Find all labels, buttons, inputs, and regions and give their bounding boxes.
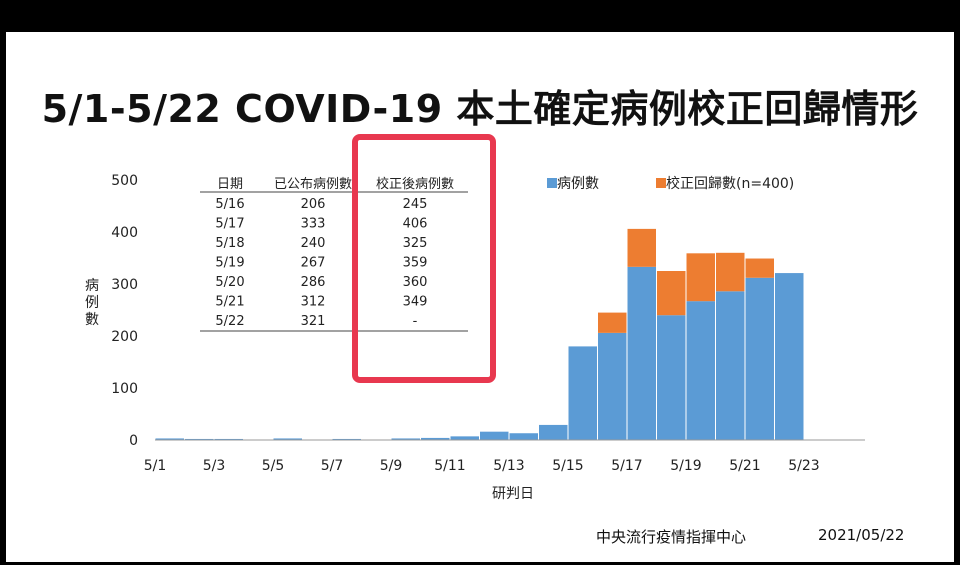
legend: 病例數 校正回歸數(n=400) <box>547 175 794 192</box>
bar-cases-5/11 <box>450 436 479 440</box>
table-cell: 321 <box>301 314 326 329</box>
table-cell: 5/21 <box>215 295 244 310</box>
bar-cases-5/18 <box>657 315 686 440</box>
bar-cases-5/15 <box>568 346 597 440</box>
table-header-cell: 已公布病例數 <box>274 177 352 192</box>
bar-cases-5/14 <box>539 424 568 440</box>
x-tick-label: 5/1 <box>144 458 167 474</box>
x-tick-label: 5/3 <box>203 458 226 474</box>
y-axis-label: 病例數 <box>85 278 99 328</box>
footer-organization: 中央流行疫情指揮中心 <box>596 528 747 546</box>
y-tick-label: 100 <box>111 381 138 397</box>
x-tick-label: 5/9 <box>380 458 403 474</box>
table-cell: 245 <box>403 197 428 212</box>
bars <box>155 228 804 440</box>
bar-correction-5/20 <box>716 252 745 292</box>
bar-cases-5/13 <box>509 433 538 440</box>
x-tick-label: 5/19 <box>670 458 701 474</box>
bar-cases-5/20 <box>716 291 745 440</box>
bar-correction-5/19 <box>686 253 715 302</box>
bar-cases-5/19 <box>686 301 715 440</box>
table-cell: 240 <box>301 236 326 251</box>
x-tick-label: 5/11 <box>434 458 465 474</box>
x-tick-label: 5/5 <box>262 458 285 474</box>
page-title: 5/1-5/22 COVID-19 本土確定病例校正回歸情形 <box>41 87 919 131</box>
legend-label-0: 病例數 <box>557 176 599 192</box>
bar-cases-5/22 <box>775 273 804 440</box>
table-cell: 5/19 <box>215 256 244 271</box>
bar-cases-5/21 <box>745 277 774 440</box>
legend-swatch-1 <box>656 178 666 188</box>
table-cell: 5/16 <box>215 197 244 212</box>
bar-cases-5/1 <box>155 438 184 440</box>
y-tick-label: 400 <box>111 225 138 241</box>
table-cell: 267 <box>301 256 326 271</box>
table-cell: 206 <box>301 197 326 212</box>
bar-correction-5/17 <box>627 228 656 267</box>
highlight-box <box>352 134 496 383</box>
bar-cases-5/9 <box>391 438 420 440</box>
bar-cases-5/3 <box>214 438 243 440</box>
bar-cases-5/5 <box>273 438 302 440</box>
table-header-cell: 日期 <box>217 177 243 192</box>
table-cell: 406 <box>403 217 428 232</box>
x-axis-label: 研判日 <box>492 486 534 502</box>
legend-label-1: 校正回歸數(n=400) <box>666 175 794 192</box>
y-tick-label: 500 <box>111 173 138 189</box>
x-tick-label: 5/13 <box>493 458 524 474</box>
table-cell: 325 <box>403 236 428 251</box>
data-table: 日期 已公布病例數 校正後病例數 5/16 206 245 5/17 333 406 5/18 24… <box>200 176 468 332</box>
table-cell: 312 <box>301 295 326 310</box>
y-tick-label: 0 <box>129 433 138 449</box>
table-cell: 5/18 <box>215 236 244 251</box>
x-tick-label: 5/15 <box>552 458 583 474</box>
table-cell: 5/17 <box>215 217 244 232</box>
table-header-cell: 校正後病例數 <box>376 176 454 192</box>
footer-date: 2021/05/22 <box>818 526 905 544</box>
x-tick-label: 5/17 <box>611 458 642 474</box>
bar-cases-5/10 <box>421 437 450 440</box>
bar-cases-5/17 <box>627 266 656 440</box>
table-cell: 5/22 <box>215 314 244 329</box>
bar-cases-5/2 <box>185 438 214 440</box>
bar-cases-5/7 <box>332 438 361 440</box>
y-axis: 0 100 200 300 400 500 <box>111 173 138 449</box>
x-axis: 5/1 5/3 5/5 5/7 5/9 5/11 5/13 5/15 5/17 5/19 5/21 5… <box>144 458 820 474</box>
table-cell: 5/20 <box>215 275 244 290</box>
bar-cases-5/16 <box>598 332 627 440</box>
table-cell: - <box>413 314 418 329</box>
table-cell: 286 <box>301 275 326 290</box>
x-tick-label: 5/21 <box>729 458 760 474</box>
bar-cases-5/12 <box>480 431 509 440</box>
table-cell: 360 <box>403 275 428 290</box>
x-tick-label: 5/7 <box>321 458 344 474</box>
table-cell: 359 <box>403 256 428 271</box>
bar-correction-5/16 <box>598 312 627 333</box>
table-cell: 333 <box>301 217 326 232</box>
x-tick-label: 5/23 <box>788 458 819 474</box>
table-cell: 349 <box>403 295 428 310</box>
bar-correction-5/21 <box>745 258 774 278</box>
legend-swatch-0 <box>547 178 557 188</box>
y-tick-label: 200 <box>111 329 138 345</box>
bar-correction-5/18 <box>657 271 686 316</box>
y-tick-label: 300 <box>111 277 138 293</box>
